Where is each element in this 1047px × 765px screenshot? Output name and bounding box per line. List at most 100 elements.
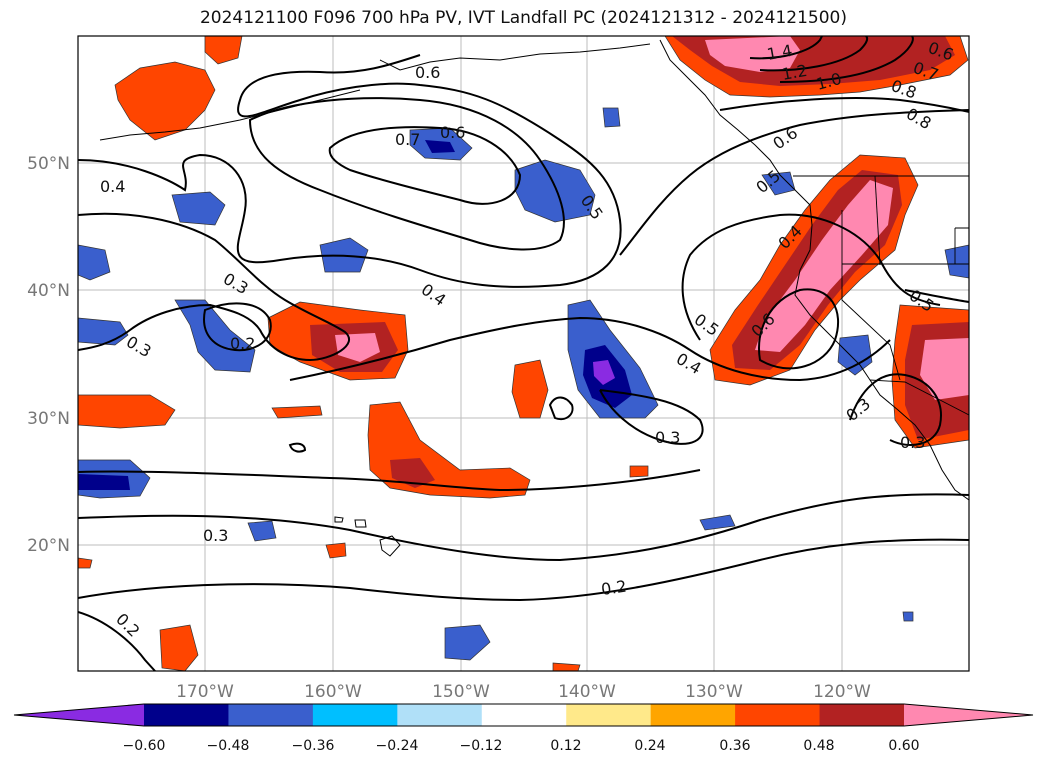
pv-contour-0.3-sw — [849, 373, 942, 446]
colorbar-tick-label: −0.60 — [123, 738, 166, 754]
colorbar-extend-high — [904, 704, 1033, 726]
colorbar-segment — [819, 704, 905, 726]
contour-label: 0.6 — [440, 123, 465, 142]
neg-region-north-core — [425, 140, 455, 153]
lat-tick-label: 40°N — [27, 281, 70, 301]
colorbar-segment — [312, 704, 398, 726]
coast-alaska — [379, 43, 651, 71]
neg-region-10 — [944, 244, 969, 279]
contour-label: 0.3 — [655, 428, 680, 447]
latitude-ticks: 50°N 40°N 30°N 20°N — [27, 154, 70, 556]
contour-label: 0.4 — [100, 177, 125, 196]
pv-contour-0.2-southwest — [78, 611, 156, 671]
border-states-2 — [841, 210, 901, 381]
pv-contour-0.2-loop — [203, 302, 272, 352]
map-title: 2024121100 F096 700 hPa PV, IVT Landfall… — [199, 8, 847, 28]
colorbar-tick-label: 0.24 — [634, 738, 665, 754]
plot-area: 0.4 0.3 0.3 0.2 0.3 0.2 0.7 0.6 0.5 0.4 … — [78, 36, 969, 671]
pc-region-small-4 — [325, 542, 347, 559]
colorbar-outline — [13, 703, 1034, 727]
lon-tick-label: 150°W — [432, 682, 490, 702]
colorbar-tick-labels: −0.60 −0.48 −0.36 −0.24 −0.12 0.12 0.24 … — [123, 738, 920, 754]
plot-frame — [77, 35, 970, 672]
negative-anomaly-fills — [78, 107, 969, 661]
neg-region-mid-pacific-peak — [593, 360, 615, 385]
colorbar-tick-label: 0.48 — [803, 738, 834, 754]
border-states-4 — [954, 227, 969, 264]
colorbar-tick-label: −0.48 — [207, 738, 250, 754]
neg-region-north-central — [514, 159, 596, 223]
pv-contour-1.2 — [759, 36, 869, 72]
neg-region-6 — [602, 107, 621, 128]
political-borders — [793, 175, 969, 416]
neg-region-3 — [174, 299, 256, 373]
pv-contour-0.5-se — [904, 289, 969, 303]
neg-region-4 — [247, 520, 277, 542]
lat-tick-label: 20°N — [27, 536, 70, 556]
pv-contour-0.7 — [328, 126, 522, 205]
pc-region-central-peak — [335, 333, 380, 362]
neg-region-west-3-core — [78, 474, 130, 490]
pv-contour-small-loop-2 — [288, 442, 307, 453]
pc-region-ne-pacific-peak — [705, 36, 800, 72]
colorbar-extend-low — [14, 704, 144, 726]
pv-contour-0.6-east — [758, 288, 840, 370]
pc-region-small-7 — [552, 662, 581, 671]
colorbar-tick-label: 0.12 — [550, 738, 581, 754]
pc-region-top-left — [204, 36, 243, 65]
colorbar-segment — [650, 704, 736, 726]
pv-contour-0.6-north — [619, 109, 969, 256]
coast-hawaii-2 — [354, 519, 367, 528]
lon-tick-label: 120°W — [813, 682, 871, 702]
contour-label: 0.7 — [395, 130, 420, 149]
neg-region-8 — [837, 334, 873, 376]
pv-contour-0.3-west — [78, 212, 350, 362]
pv-contour-0.3-south — [78, 493, 969, 562]
pc-region-small-1 — [511, 359, 549, 419]
colorbar-tick-label: −0.12 — [460, 738, 503, 754]
pc-region-subtropical-core — [390, 458, 435, 488]
neg-region-5 — [444, 624, 491, 661]
neg-region-west-2 — [78, 244, 111, 281]
pv-contour-small-loop — [548, 396, 574, 421]
pc-region-northwest — [114, 61, 216, 141]
contour-label: 1.4 — [765, 41, 793, 64]
pv-contour-1.4 — [749, 36, 823, 60]
pv-contour-0.4-north — [78, 54, 622, 288]
colorbar-tick-label: 0.36 — [719, 738, 750, 754]
contour-label: 0.3 — [203, 526, 228, 545]
colorbar-segment — [566, 704, 652, 726]
longitude-ticks: 170°W 160°W 150°W 140°W 130°W 120°W — [176, 682, 871, 702]
pc-region-small-5 — [629, 465, 649, 478]
colorbar-tick-label: 0.60 — [888, 738, 919, 754]
pv-contours — [78, 36, 969, 671]
contour-label: 0.2 — [600, 577, 628, 599]
coast-north-america — [659, 39, 969, 501]
lat-tick-label: 50°N — [27, 154, 70, 174]
pc-region-southwest-peak — [920, 338, 969, 400]
contour-label: 1.2 — [780, 61, 808, 84]
contour-label: 0.3 — [900, 433, 925, 452]
pc-region-west-coast-peak — [755, 180, 893, 352]
colorbar-segment — [228, 704, 314, 726]
neg-region-11 — [902, 611, 914, 622]
border-states-3 — [874, 175, 881, 266]
lon-tick-label: 130°W — [685, 682, 743, 702]
lon-tick-label: 170°W — [176, 682, 234, 702]
colorbar-segment — [481, 704, 567, 726]
pc-region-small-3 — [159, 624, 199, 671]
contour-label: 0.2 — [230, 334, 255, 353]
border-us-mexico — [869, 379, 969, 416]
pv-contour-0.2-south — [78, 538, 969, 602]
coast-hawaii-3 — [334, 516, 344, 523]
pv-contour-0.6 — [248, 97, 565, 251]
pv-contour-0.3-pacific — [599, 389, 704, 445]
pv-contour-0.8 — [719, 97, 969, 113]
pv-contour-0.5-east — [681, 213, 941, 341]
contour-label: 0.6 — [415, 63, 440, 82]
pc-region-small-2 — [271, 405, 323, 419]
colorbar-segment — [397, 704, 483, 726]
coast-hawaii-1 — [379, 535, 401, 557]
lon-tick-label: 160°W — [304, 682, 362, 702]
neg-region-1 — [171, 191, 226, 226]
